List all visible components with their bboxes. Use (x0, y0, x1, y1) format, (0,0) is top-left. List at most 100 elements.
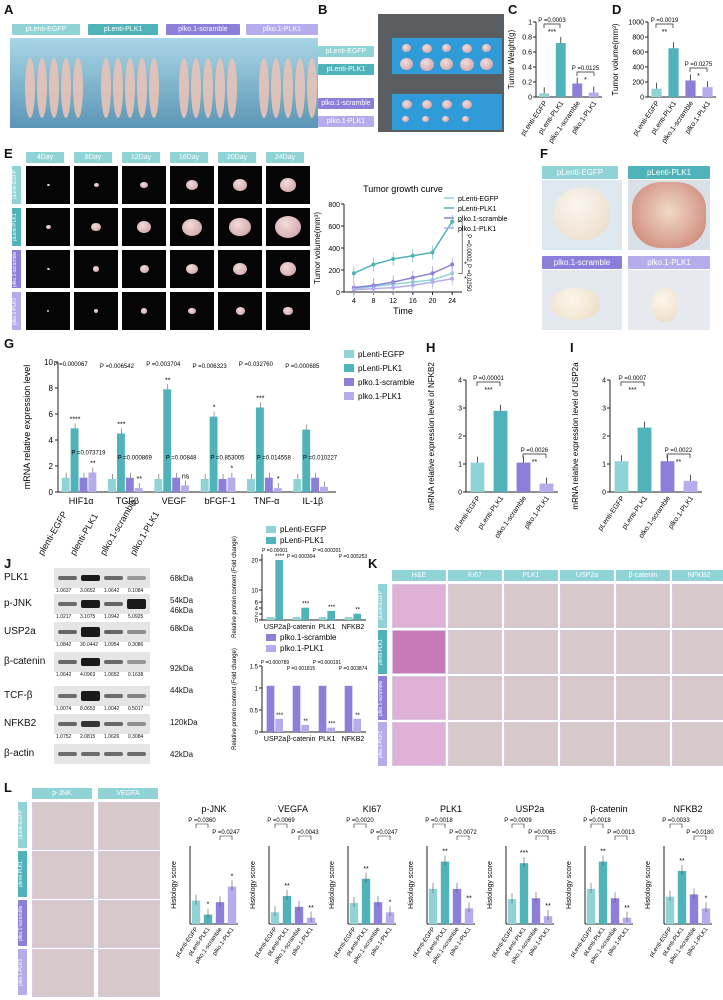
p-value-label: P =0.00001 (262, 548, 288, 554)
significance-stars: *** (302, 602, 310, 608)
protein-band (127, 722, 146, 726)
band-quant-value: 4.0963 (80, 672, 96, 678)
x-tick-label: plko.1-PLK1 (668, 495, 696, 530)
protein-band (81, 574, 100, 582)
legend-swatch (344, 378, 354, 386)
significance-stars: ** (600, 849, 606, 856)
blot-lane-headers: plenti-EGFP plenti-PLK1 plko.1-scramble … (26, 497, 176, 564)
significance-stars: * (231, 874, 234, 881)
ihc-row-label: plko.1-PLK1 (18, 949, 27, 995)
p-value-label: P =0.014558 (257, 456, 292, 462)
bar (610, 898, 620, 924)
ihc-tile (616, 676, 670, 720)
row-label-ko: plko.1-PLK1 (12, 292, 21, 330)
ihc-tile (616, 630, 670, 674)
p-value-label: P =0.0247 (370, 830, 398, 836)
bar (318, 685, 327, 732)
p-value-label: P =0.0180 (686, 830, 714, 836)
protein-band (81, 657, 100, 667)
ihc-tile (560, 676, 614, 720)
ihc-col-header: PLK1 (504, 570, 558, 581)
bar (218, 479, 227, 492)
significance-stars: ** (676, 459, 682, 466)
chart-c-tumor-weight: 00.20.40.60.81pLenti-EGFPpLenti-PLK1plko… (507, 18, 602, 145)
ihc-tile (448, 584, 502, 628)
bar (266, 685, 275, 732)
ihc-row-label: plko.1-scramble (18, 900, 27, 946)
protein-band (127, 751, 146, 757)
y-axis-label: Tumor volume(mm³) (313, 212, 322, 284)
sig-bracket (669, 823, 683, 828)
sig-bracket (693, 835, 707, 840)
mouse-photo-strip (10, 38, 318, 128)
bar (470, 462, 485, 492)
tumor-photo-scramble (542, 270, 622, 330)
y-tick-label: 1 (602, 462, 606, 469)
sig-bracket (274, 823, 288, 828)
series-line (353, 263, 453, 289)
significance-stars: ** (442, 849, 448, 856)
y-tick-label: 0.4 (522, 65, 532, 72)
p-value-label: P =0.0007 (619, 376, 647, 382)
bar (311, 477, 320, 492)
y-axis-label: Histology score (487, 861, 494, 909)
band-quant-value: 1.0842 (56, 642, 72, 648)
ihc-tile (98, 949, 160, 997)
band-quant-value: 30.0442 (80, 642, 99, 648)
ihc-grid-l: p-JNK VEGFA pLenti-EGFP plenti-PLK1 plko.1-s… (14, 788, 162, 998)
bar (154, 479, 163, 492)
blot-strip (54, 652, 150, 672)
bar (200, 479, 209, 492)
significance-stars: * (231, 466, 234, 473)
blot-row-label: p-JNK (4, 598, 32, 609)
y-tick-label: 1000 (628, 20, 644, 27)
chart-h-nfkb2: 01234pLenti-EGFPpLenti-PLK1plko.1-scramb… (427, 362, 558, 538)
bar (227, 886, 237, 924)
p-value-label: P =0.0043 (291, 830, 319, 836)
tumor-sample (280, 178, 296, 192)
chart-e-growth-curve: Tumor growth curve 0 200 400 600 800 4 8 12 16 20 2… (313, 184, 508, 316)
y-axis-label: Histology score (329, 861, 336, 909)
band-quant-value: 0.3086 (128, 642, 144, 648)
panel-a-group-plk1: pLenti-PLK1 (88, 24, 158, 35)
bar (134, 488, 143, 492)
x-tick-label: plko.1-PLK1 (524, 495, 552, 530)
sig-bracket (353, 823, 367, 828)
significance-stars: *** (328, 605, 336, 611)
tumor-timepoint-image (266, 166, 310, 204)
sig-bracket (522, 453, 547, 458)
y-axis-label: Relative protein content (Fold change) (232, 536, 238, 638)
bar (292, 617, 301, 620)
significance-stars: *** (628, 387, 636, 394)
x-tick-label: PLK1 (318, 736, 335, 743)
tumor-sample (400, 58, 413, 70)
x-tick-label: TNF-α (254, 496, 280, 506)
tumor-sample (47, 310, 49, 312)
protein-band (127, 576, 146, 580)
bar (181, 485, 190, 492)
tumor-ruler-photo (378, 14, 504, 132)
bar (519, 863, 529, 924)
significance-stars: ** (136, 476, 142, 483)
bar (586, 888, 596, 924)
p-value-label: P =0.0275 (685, 62, 713, 68)
ihc-tile (98, 900, 160, 948)
bar (116, 433, 125, 492)
sig-bracket (590, 823, 604, 828)
legend-swatch (344, 364, 354, 372)
ihc-row-label: plenti-PLK1 (18, 851, 27, 897)
p-value-label: P =0.0018 (583, 818, 611, 824)
bar (572, 83, 583, 97)
y-tick-label: 2 (602, 434, 606, 441)
bar (349, 902, 359, 924)
bar (702, 87, 713, 97)
bar (293, 479, 302, 492)
ihc-tile (672, 676, 723, 720)
p-value-label: P =0.0069 (267, 818, 295, 824)
p-value-label: P =0.000685 (285, 364, 320, 370)
ihc-tile (448, 722, 502, 766)
blot-strip (54, 622, 150, 642)
y-tick-label: 600 (328, 224, 340, 231)
significance-stars: ** (355, 608, 360, 614)
bar (327, 611, 336, 620)
